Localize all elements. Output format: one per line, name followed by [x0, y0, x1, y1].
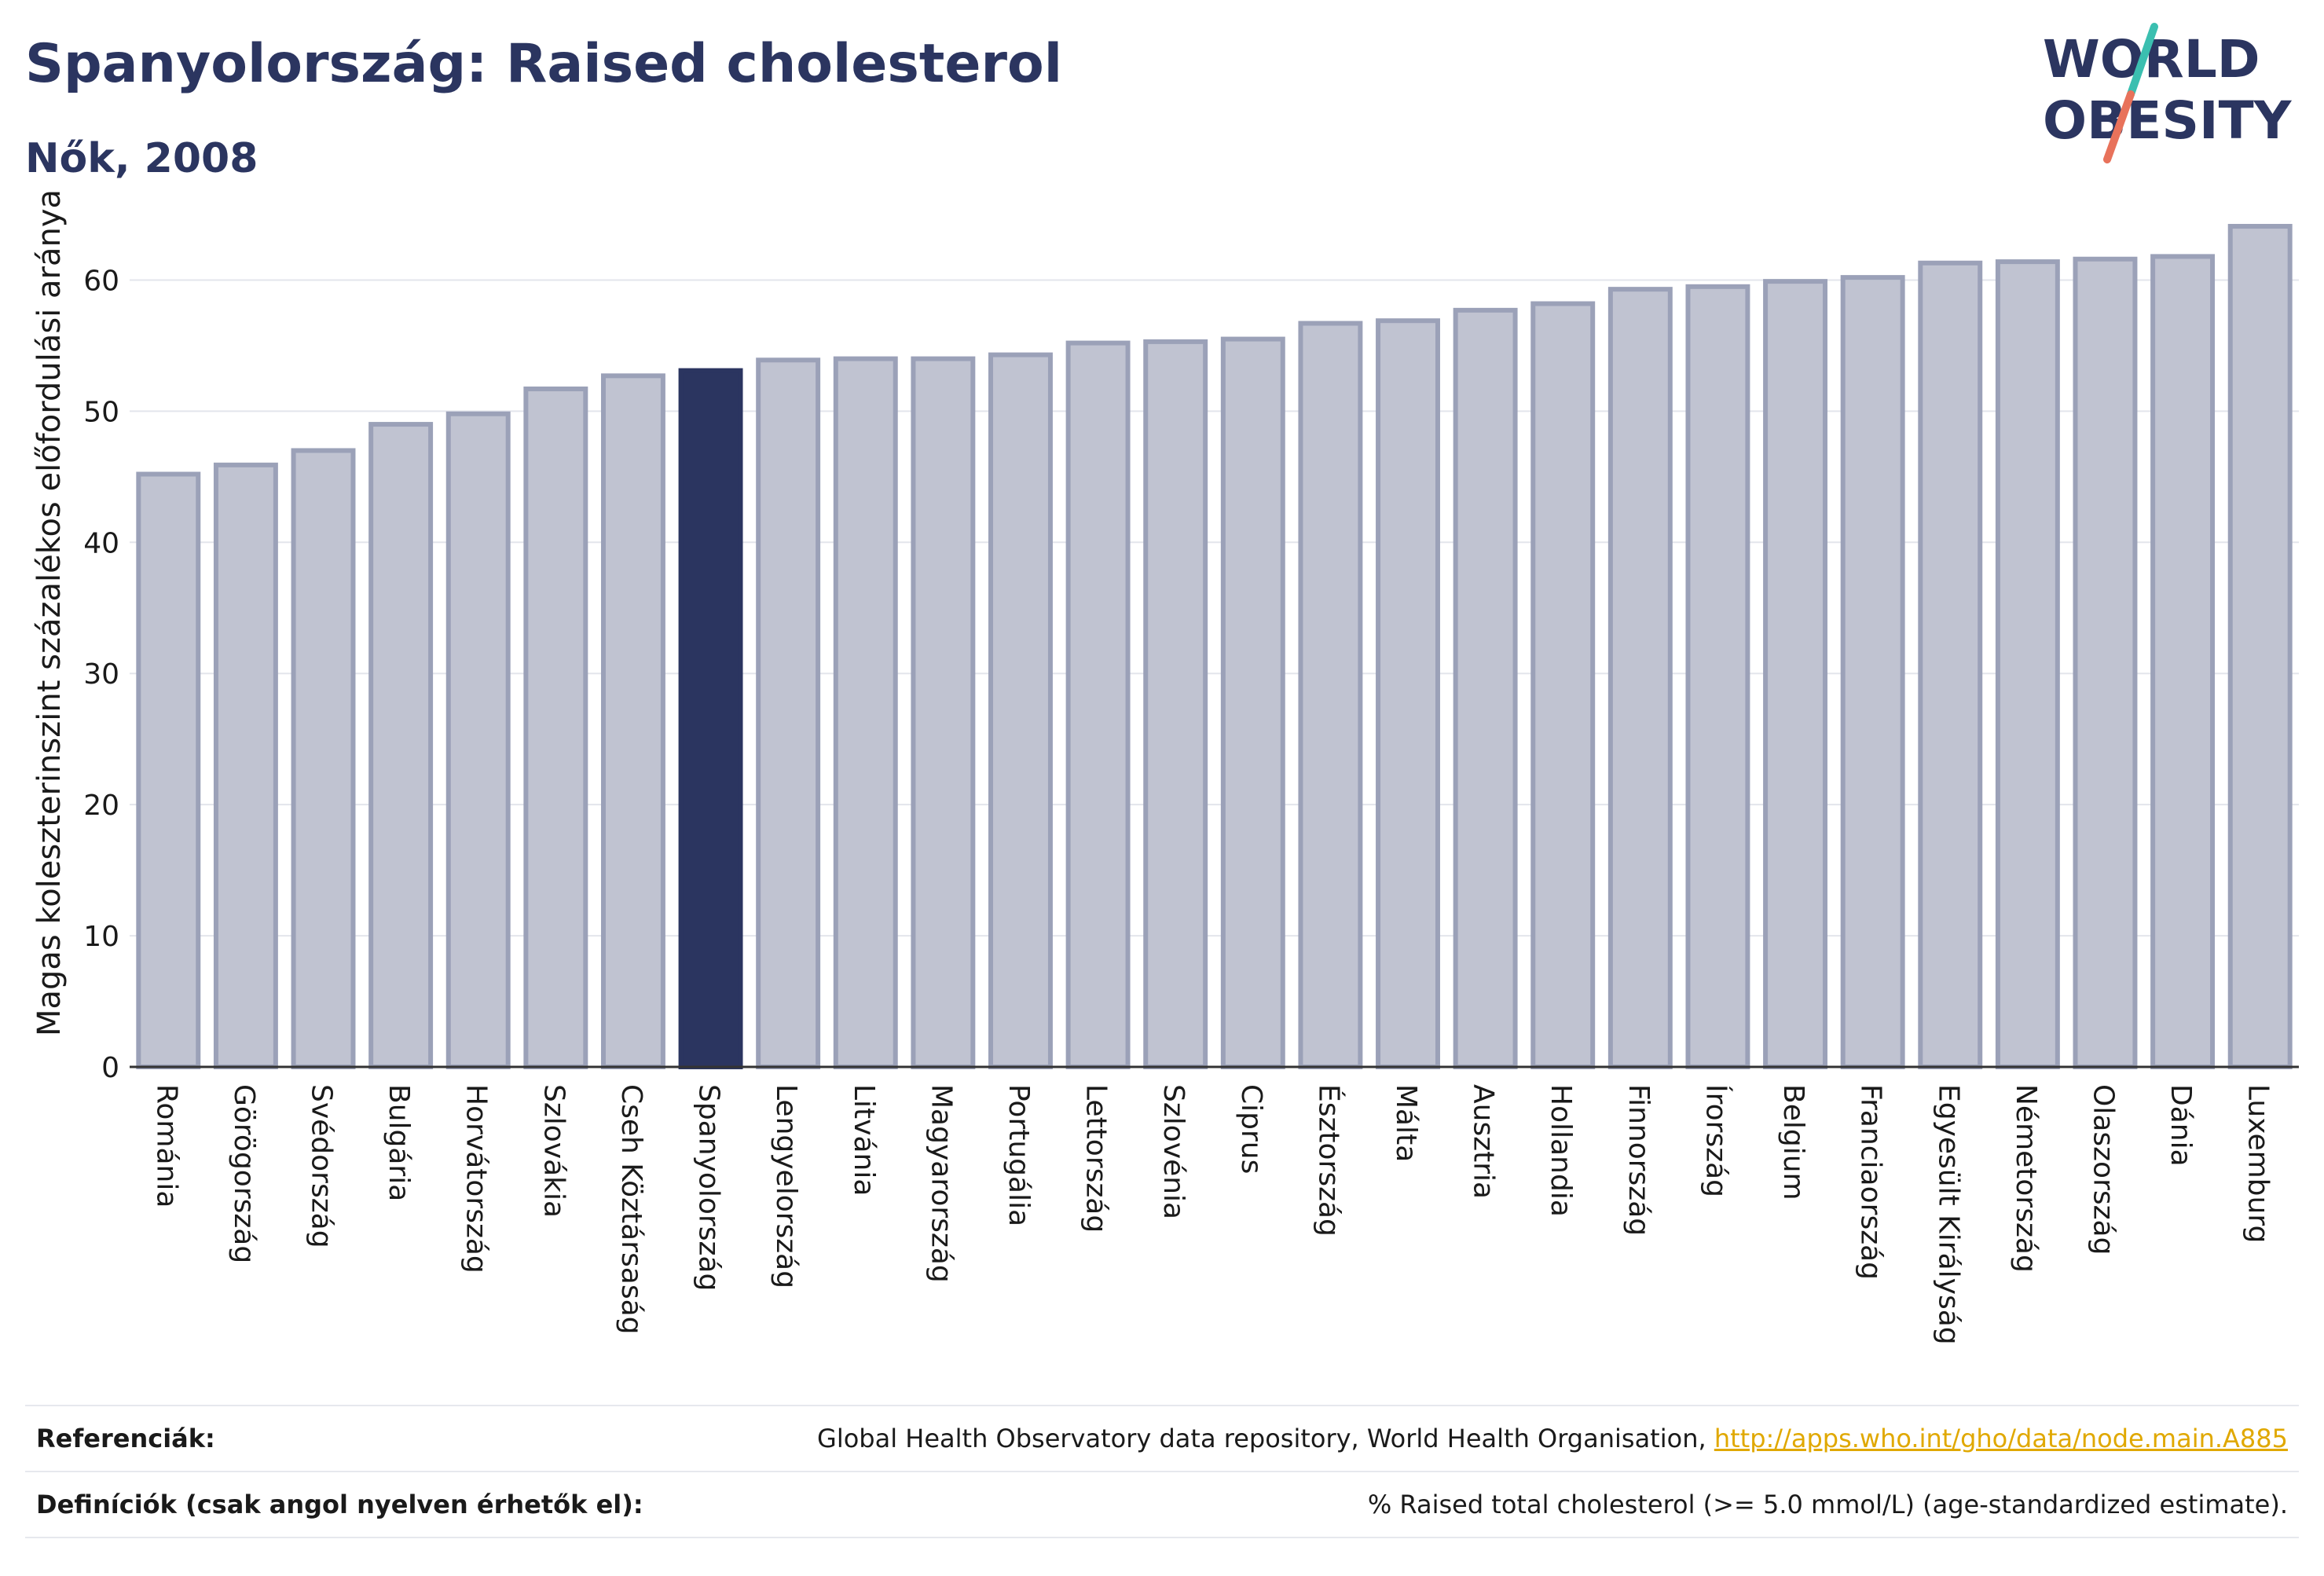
y-tick-label: 40 — [83, 527, 119, 559]
bar — [911, 356, 976, 1070]
bar — [988, 352, 1053, 1070]
bar — [1453, 307, 1518, 1070]
bar — [1220, 336, 1285, 1070]
references-link[interactable]: http://apps.who.int/gho/data/node.main.A… — [1714, 1424, 2288, 1453]
bar — [291, 448, 356, 1069]
x-tick-label: Dánia — [2165, 1084, 2197, 1167]
x-tick-label: Svédország — [306, 1084, 338, 1248]
bar — [1685, 284, 1750, 1069]
bar — [136, 471, 201, 1069]
bar — [213, 462, 278, 1069]
x-tick-label: Ausztria — [1468, 1084, 1500, 1199]
x-tick-label: Egyesült Királyság — [1932, 1084, 1964, 1345]
y-tick-label: 0 — [101, 1052, 119, 1084]
x-tick-label: Portugália — [1003, 1084, 1035, 1226]
bar — [1298, 321, 1363, 1069]
references-row: Referenciák: Global Health Observatory d… — [25, 1408, 2299, 1471]
y-tick-label: 30 — [83, 658, 119, 691]
definitions-row: Definíciók (csak angol nyelven érhetők e… — [25, 1474, 2299, 1537]
x-tick-label: Hollandia — [1545, 1084, 1577, 1217]
chart-subtitle: Nők, 2008 — [25, 135, 258, 182]
x-tick-label: Magyarország — [925, 1084, 957, 1283]
bar — [523, 387, 588, 1069]
bar-highlighted — [678, 368, 743, 1069]
y-tick-label: 60 — [83, 265, 119, 297]
x-tick-label: Szlovákia — [537, 1084, 570, 1218]
x-tick-label: Észtország — [1312, 1084, 1345, 1237]
x-tick-label: Bulgária — [383, 1084, 415, 1201]
x-tick-label: Cseh Köztársaság — [615, 1084, 647, 1335]
x-tick-label: Horvátország — [460, 1084, 493, 1274]
x-tick-label: Németország — [2010, 1084, 2042, 1273]
references-value: Global Health Observatory data repositor… — [817, 1424, 2288, 1453]
x-tick-label: Olaszország — [2087, 1084, 2119, 1255]
y-tick-label: 20 — [83, 790, 119, 822]
x-tick-label: Szlovénia — [1157, 1084, 1189, 1219]
x-tick-label: Franciaország — [1855, 1084, 1887, 1280]
x-tick-label: Lettország — [1080, 1084, 1113, 1233]
bar — [1840, 275, 1905, 1070]
bar — [833, 356, 898, 1070]
bar — [2227, 224, 2293, 1069]
logo-slash-top — [2127, 23, 2158, 98]
x-tick-label: Spanyolország — [693, 1084, 725, 1291]
bar — [2073, 256, 2138, 1069]
bar — [1376, 318, 1440, 1069]
logo-word-obesity: OBESITY — [2043, 90, 2293, 151]
x-tick-label: Belgium — [1777, 1084, 1809, 1200]
x-tick-label: Ciprus — [1235, 1084, 1267, 1174]
x-tick-label: Málta — [1390, 1084, 1422, 1162]
footer-divider-top — [25, 1405, 2299, 1406]
y-tick-label: 50 — [83, 396, 119, 428]
x-tick-label: Románia — [150, 1084, 182, 1208]
bar — [2150, 254, 2216, 1069]
definitions-value: % Raised total cholesterol (>= 5.0 mmol/… — [1367, 1490, 2288, 1519]
x-tick-label: Görögország — [228, 1084, 260, 1263]
x-tick-label: Litvánia — [848, 1084, 880, 1196]
chart-title: Spanyolország: Raised cholesterol — [25, 33, 1063, 95]
y-tick-labels: 0 10 20 30 40 50 60 — [83, 265, 119, 1084]
bar — [600, 373, 665, 1070]
x-tick-label: Finnország — [1622, 1084, 1655, 1236]
bar — [1143, 339, 1208, 1069]
x-tick-label: Írország — [1699, 1084, 1732, 1197]
references-label: Referenciák: — [36, 1424, 215, 1453]
bars — [136, 224, 2293, 1070]
bar — [368, 422, 434, 1069]
bar — [1530, 301, 1596, 1069]
footer-divider-middle — [25, 1471, 2299, 1472]
bar-chart: 0 10 20 30 40 50 60 Románia Görögország Svédorsz… — [31, 189, 2299, 1345]
definitions-label: Definíciók (csak angol nyelven érhetők e… — [36, 1490, 643, 1519]
bar — [1065, 340, 1131, 1070]
references-text: Global Health Observatory data repositor… — [817, 1424, 1714, 1453]
bar — [1763, 279, 1828, 1069]
x-tick-labels: Románia Görögország Svédország Bulgária Horv… — [150, 1084, 2274, 1345]
y-tick-label: 10 — [83, 921, 119, 953]
bar — [1995, 259, 2060, 1070]
x-tick-label: Luxemburg — [2242, 1084, 2275, 1243]
bar — [445, 411, 511, 1069]
bar — [1607, 287, 1673, 1069]
logo-slash-bottom — [2103, 90, 2135, 163]
world-obesity-logo: WORLD OBESITY — [2043, 23, 2293, 163]
footer-divider-bottom — [25, 1537, 2299, 1538]
x-tick-label: Lengyelország — [770, 1084, 802, 1288]
bar — [1918, 260, 1983, 1069]
bar — [756, 357, 821, 1069]
y-axis-label: Magas koleszterinszint százalékos előfor… — [31, 189, 68, 1036]
